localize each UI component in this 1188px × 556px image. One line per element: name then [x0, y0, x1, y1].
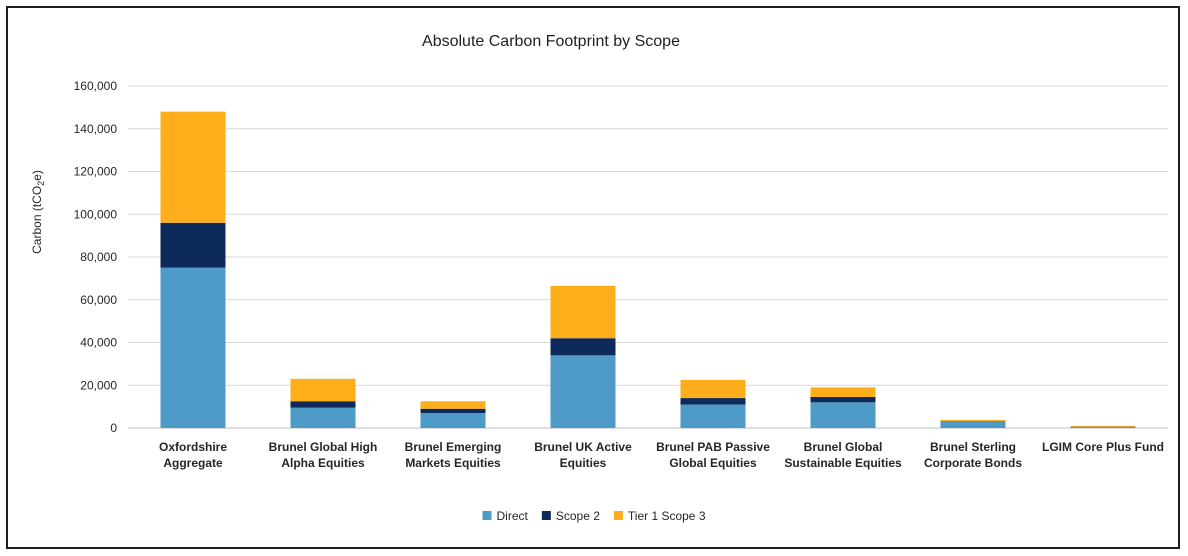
bar-segment-scope-2: [810, 397, 876, 403]
bar-segment-tier-1-scope-3: [810, 387, 876, 398]
y-tick-label: 100,000: [74, 207, 118, 221]
x-tick-label: Sustainable Equities: [784, 456, 902, 470]
bar-segment-scope-2: [680, 398, 746, 405]
y-tick-label: 20,000: [80, 378, 117, 392]
legend: Direct Scope 2 Tier 1 Scope 3: [482, 509, 706, 523]
legend-swatch: [482, 511, 492, 520]
y-axis-ticks: 0 20,000 40,000 60,000 80,000 100,000 120,000 1…: [74, 79, 118, 435]
bar-segment-direct: [290, 407, 356, 428]
x-axis-labels: Oxfordshire Aggregate Brunel Global High Al…: [159, 440, 1164, 470]
x-tick-label: Brunel PAB Passive: [656, 440, 770, 454]
y-axis-label: Carbon (tCO2e): [30, 170, 46, 254]
bar-segment-tier-1-scope-3: [680, 379, 746, 399]
x-tick-label: Aggregate: [163, 456, 223, 470]
y-tick-label: 80,000: [80, 250, 117, 264]
x-tick-label: Oxfordshire: [159, 440, 227, 454]
legend-swatch: [613, 511, 623, 520]
x-tick-label: Alpha Equities: [281, 456, 365, 470]
bars: [160, 111, 1136, 428]
x-tick-label: Brunel Emerging: [405, 440, 502, 454]
bar-segment-tier-1-scope-3: [940, 419, 1006, 422]
y-tick-label: 120,000: [74, 165, 118, 179]
bar-segment-direct: [160, 267, 226, 428]
x-tick-label: Brunel Global: [804, 440, 883, 454]
y-tick-label: 160,000: [74, 79, 118, 93]
bar-segment-tier-1-scope-3: [160, 111, 226, 223]
x-tick-label: Brunel UK Active: [534, 440, 632, 454]
bar-segment-tier-1-scope-3: [550, 285, 616, 339]
y-axis-label-subscript: 2: [36, 181, 46, 186]
bar-segment-direct: [810, 402, 876, 428]
y-tick-label: 60,000: [80, 293, 117, 307]
y-tick-label: 0: [110, 421, 117, 435]
x-tick-label: Global Equities: [669, 456, 757, 470]
x-tick-label: Brunel Sterling: [930, 440, 1016, 454]
bar-segment-tier-1-scope-3: [290, 378, 356, 402]
bar-segment-direct: [1070, 426, 1136, 428]
x-tick-label: Equities: [560, 456, 607, 470]
y-tick-label: 140,000: [74, 122, 118, 136]
x-tick-label: Corporate Bonds: [924, 456, 1022, 470]
y-axis-label-suffix: e): [30, 170, 44, 181]
bar-segment-direct: [940, 421, 1006, 428]
bar-segment-scope-2: [550, 338, 616, 356]
bar-segment-scope-2: [160, 222, 226, 268]
y-tick-label: 40,000: [80, 336, 117, 350]
bar-segment-direct: [420, 413, 486, 428]
bar-segment-direct: [680, 404, 746, 428]
chart-title: Absolute Carbon Footprint by Scope: [422, 33, 680, 50]
bar-segment-direct: [550, 355, 616, 428]
legend-swatch: [541, 511, 551, 520]
bar-segment-scope-2: [420, 408, 486, 414]
gridlines: [128, 85, 1168, 429]
bar-segment-scope-2: [290, 401, 356, 408]
legend-label: Direct: [497, 509, 529, 523]
legend-label: Scope 2: [556, 509, 600, 523]
x-tick-label: Markets Equities: [405, 456, 501, 470]
bar-segment-tier-1-scope-3: [1070, 425, 1136, 427]
bar-segment-tier-1-scope-3: [420, 401, 486, 409]
x-tick-label: Brunel Global High: [269, 440, 378, 454]
x-tick-label: LGIM Core Plus Fund: [1042, 440, 1164, 454]
y-axis-label-main: Carbon (tCO: [30, 186, 44, 254]
legend-label: Tier 1 Scope 3: [628, 509, 706, 523]
